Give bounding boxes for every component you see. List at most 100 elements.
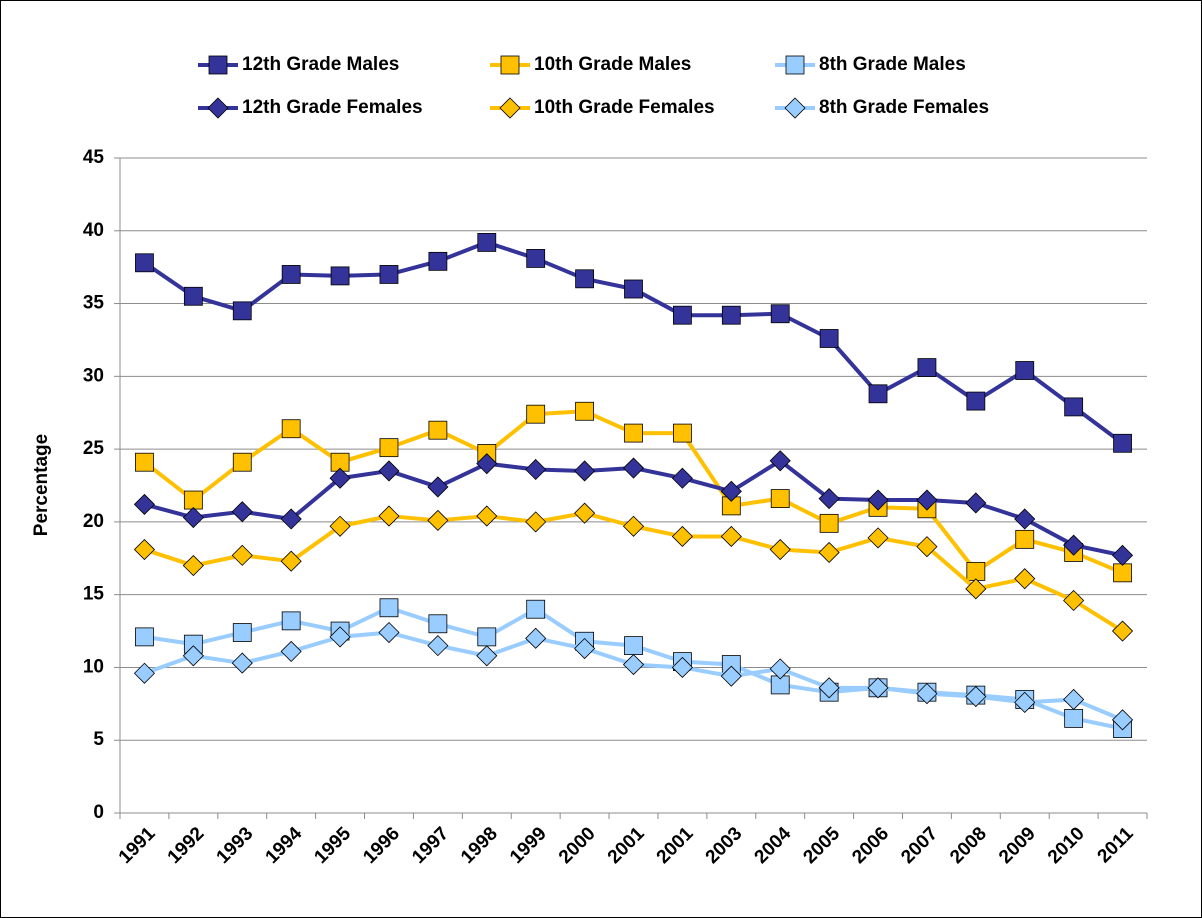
data-point <box>1063 534 1085 556</box>
data-point <box>183 286 203 306</box>
data-point <box>818 677 840 699</box>
data-point <box>1111 544 1134 566</box>
data-point <box>525 511 547 533</box>
data-point <box>720 480 742 502</box>
data-point <box>427 509 449 531</box>
data-point <box>819 513 839 533</box>
data-point <box>867 527 889 549</box>
data-point <box>622 457 645 479</box>
data-point <box>671 467 693 489</box>
data-point <box>232 452 252 472</box>
data-point <box>818 488 840 510</box>
data-point <box>1014 508 1036 530</box>
y-tick-label: 45 <box>83 147 105 168</box>
data-point <box>379 598 399 618</box>
data-point <box>330 266 350 286</box>
data-point <box>428 614 448 634</box>
data-point <box>280 550 302 572</box>
data-point <box>818 541 840 564</box>
data-point <box>1063 589 1085 612</box>
data-point <box>1064 708 1084 728</box>
data-point <box>526 249 546 268</box>
data-point <box>965 492 987 514</box>
data-point <box>770 489 790 509</box>
data-point <box>476 645 498 667</box>
data-point <box>916 489 938 511</box>
data-point <box>182 554 204 577</box>
legend-marker <box>785 55 805 75</box>
data-point <box>769 538 791 561</box>
data-point <box>329 626 351 648</box>
data-point <box>232 301 252 321</box>
data-point <box>329 515 351 537</box>
data-point <box>673 423 692 443</box>
data-point <box>574 502 596 524</box>
data-point <box>966 561 986 581</box>
legend-label: 8th Grade Males <box>819 54 966 75</box>
data-point <box>720 525 742 548</box>
data-point <box>281 419 301 439</box>
legend-marker <box>499 97 521 119</box>
data-point <box>916 536 938 558</box>
data-point <box>525 627 547 649</box>
data-point <box>135 452 154 472</box>
data-point <box>231 544 253 566</box>
data-point <box>574 637 596 660</box>
y-tick-label: 40 <box>83 220 104 241</box>
data-point <box>965 578 987 600</box>
data-point <box>965 685 987 708</box>
data-point <box>329 467 351 489</box>
data-point <box>378 621 400 644</box>
legend-label: 8th Grade Females <box>819 97 989 118</box>
legend-marker <box>784 97 806 119</box>
data-point <box>1113 433 1132 453</box>
data-point <box>428 251 448 271</box>
y-tick-label: 10 <box>83 656 104 677</box>
data-point <box>135 627 154 647</box>
y-tick-label: 30 <box>83 365 104 386</box>
data-point <box>575 401 594 421</box>
data-point <box>280 508 302 530</box>
legend-label: 10th Grade Males <box>534 54 691 75</box>
data-point <box>769 450 791 472</box>
data-point <box>721 305 741 325</box>
data-point <box>624 279 643 299</box>
data-point <box>622 653 645 676</box>
data-point <box>1015 529 1035 549</box>
data-point <box>476 505 498 527</box>
data-point <box>1015 361 1035 380</box>
y-tick-label: 25 <box>83 438 105 459</box>
data-point <box>1014 568 1036 590</box>
legend-label: 12th Grade Females <box>242 97 423 118</box>
data-point <box>133 493 156 515</box>
data-point <box>281 611 301 631</box>
y-axis-label: Percentage <box>31 434 52 536</box>
data-point <box>133 538 156 561</box>
data-point <box>526 599 546 619</box>
data-point <box>868 384 888 404</box>
data-point <box>624 636 643 656</box>
legend-label: 12th Grade Males <box>242 54 399 75</box>
data-point <box>671 525 693 548</box>
legend-marker <box>208 55 228 75</box>
data-point <box>575 269 594 289</box>
data-point <box>574 460 596 482</box>
y-tick-label: 35 <box>83 293 105 314</box>
data-point <box>769 658 791 680</box>
data-point <box>916 683 938 705</box>
data-point <box>280 640 302 662</box>
data-point <box>477 627 497 647</box>
data-point <box>526 404 546 424</box>
data-point <box>624 423 643 443</box>
y-tick-label: 0 <box>93 802 104 823</box>
data-point <box>379 438 399 458</box>
data-point <box>133 662 156 684</box>
data-point <box>427 635 449 657</box>
data-point <box>867 489 889 511</box>
data-point <box>281 265 301 284</box>
legend-label: 10th Grade Females <box>534 97 715 118</box>
data-point <box>428 420 448 440</box>
data-point <box>476 453 498 475</box>
